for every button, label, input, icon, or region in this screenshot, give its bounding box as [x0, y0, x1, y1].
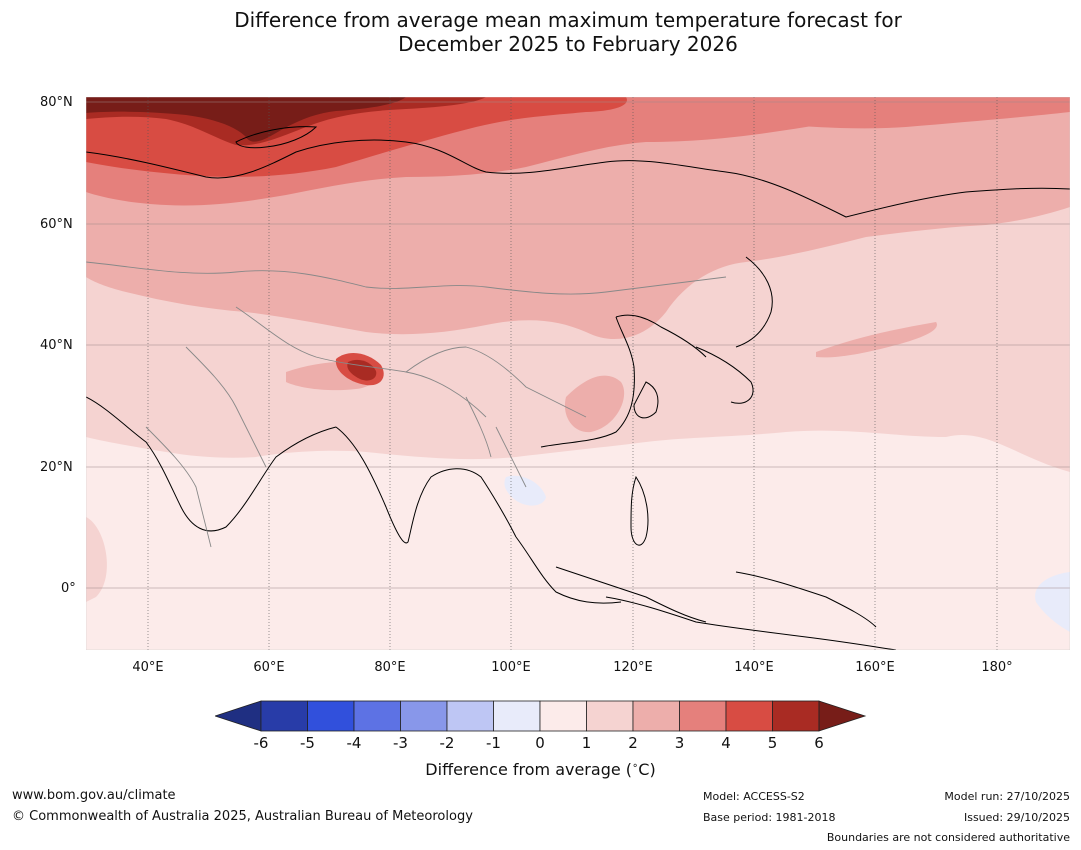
colorbar-segment — [772, 700, 820, 732]
copyright: © Commonwealth of Australia 2025, Austra… — [12, 809, 473, 824]
colorbar-tick-label: -3 — [393, 734, 408, 752]
colorbar-extend-high — [818, 700, 867, 732]
issued-date: Issued: 29/10/2025 — [963, 811, 1070, 824]
anomaly-cool-pacific — [1035, 572, 1070, 632]
lon-label-80e: 80°E — [374, 660, 406, 675]
colorbar-tick-label: 5 — [767, 734, 778, 752]
website-link[interactable]: www.bom.gov.au/climate — [12, 788, 176, 803]
anomaly-3-4-arctic — [486, 97, 1070, 129]
anomaly-1-2-west — [86, 517, 107, 602]
lon-label-120e: 120°E — [613, 660, 653, 675]
colorbar-tick-label: 3 — [674, 734, 685, 752]
colorbar-segment — [493, 700, 541, 732]
country-borders — [86, 261, 727, 548]
degree-symbol: ∘ — [632, 760, 639, 772]
temperature-anomaly-map — [86, 97, 1070, 650]
lat-label-40n: 40°N — [40, 338, 73, 353]
lon-label-180: 180° — [981, 660, 1013, 675]
colorbar — [215, 700, 867, 732]
anomaly-2-3-pacific — [816, 322, 937, 358]
chart-title: Difference from average mean maximum tem… — [0, 8, 1081, 56]
colorbar-extend-low — [215, 700, 262, 732]
lon-label-160e: 160°E — [855, 660, 895, 675]
colorbar-tick-label: -5 — [300, 734, 315, 752]
base-period: Base period: 1981-2018 — [703, 811, 836, 824]
colorbar-tick-label: -2 — [439, 734, 455, 752]
lon-label-40e: 40°E — [132, 660, 164, 675]
colorbar-tick-label: -1 — [486, 734, 501, 752]
colorbar-segment — [679, 700, 727, 732]
colorbar-tick-label: 0 — [535, 734, 545, 752]
model-name: Model: ACCESS-S2 — [703, 790, 805, 803]
anomaly-6-plus — [86, 97, 406, 142]
colorbar-segment — [539, 700, 587, 732]
anomaly-cool-indochina — [504, 475, 546, 506]
colorbar-label: Difference from average ( ∘C) — [0, 760, 1081, 779]
colorbar-segment — [260, 700, 308, 732]
model-run: Model run: 27/10/2025 — [944, 790, 1070, 803]
title-line-2: December 2025 to February 2026 — [398, 32, 738, 56]
colorbar-label-text: Difference from average ( ∘C) — [425, 760, 656, 779]
colorbar-segment — [725, 700, 773, 732]
boundaries-disclaimer: Boundaries are not considered authoritat… — [826, 831, 1070, 844]
lat-label-20n: 20°N — [40, 460, 73, 475]
lon-label-100e: 100°E — [491, 660, 531, 675]
colorbar-tick-label: -4 — [346, 734, 362, 752]
colorbar-segment — [353, 700, 401, 732]
colorbar-segment — [446, 700, 494, 732]
colorbar-tick-label: 4 — [721, 734, 731, 752]
colorbar-tick-label: 6 — [814, 734, 824, 752]
lon-label-60e: 60°E — [253, 660, 285, 675]
lat-label-0: 0° — [61, 581, 76, 596]
colorbar-segment — [307, 700, 355, 732]
lat-label-60n: 60°N — [40, 217, 73, 232]
colorbar-segment — [400, 700, 448, 732]
title-line-1: Difference from average mean maximum tem… — [234, 8, 902, 32]
lat-label-80n: 80°N — [40, 95, 73, 110]
anomaly-2-3-china — [564, 375, 625, 433]
colorbar-segment — [632, 700, 680, 732]
graticule — [86, 101, 1070, 589]
colorbar-tick-label: -6 — [253, 734, 269, 752]
colorbar-segment — [586, 700, 634, 732]
coastlines — [86, 126, 1070, 650]
lon-label-140e: 140°E — [734, 660, 774, 675]
colorbar-tick-label: 2 — [628, 734, 638, 752]
colorbar-tick-label: 1 — [581, 734, 592, 752]
